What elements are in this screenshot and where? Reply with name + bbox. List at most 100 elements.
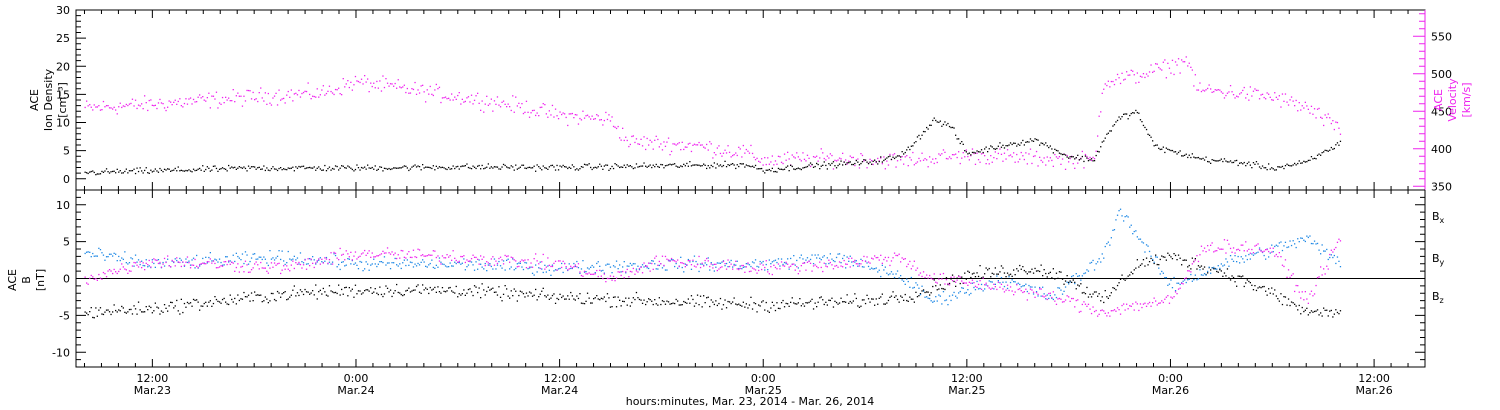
velocity-series-point <box>113 106 115 108</box>
velocity-series-point <box>211 95 213 97</box>
bz-series-point <box>875 257 877 259</box>
y-left-tick-label: 25 <box>56 32 70 45</box>
bx-series-point <box>658 297 660 299</box>
by-series-point <box>515 267 517 270</box>
velocity-series-point <box>264 92 266 94</box>
density-series-point <box>666 164 668 167</box>
bz-series-point <box>234 270 236 272</box>
bz-series-point <box>115 271 117 273</box>
by-series-point <box>970 292 972 295</box>
density-series-point <box>1248 161 1250 163</box>
bx-series-point <box>504 285 506 287</box>
by-series-point <box>1301 237 1303 239</box>
bx-series-point <box>828 299 830 301</box>
bx-series-point <box>1098 293 1100 295</box>
velocity-series-point <box>1167 62 1169 64</box>
by-series-point <box>1008 276 1010 278</box>
velocity-series-point <box>1066 154 1068 157</box>
bx-series-point <box>234 297 236 300</box>
velocity-series-point <box>182 106 184 108</box>
bx-series-point <box>997 273 999 275</box>
velocity-series-point <box>994 151 996 153</box>
bx-series-point <box>929 294 931 296</box>
bx-series-point <box>971 273 974 275</box>
density-series-point <box>793 168 795 170</box>
velocity-series-point <box>536 112 538 114</box>
velocity-series-point <box>895 166 897 168</box>
density-series-point <box>509 167 511 169</box>
velocity-series-point <box>247 89 250 92</box>
density-series-point <box>489 167 491 169</box>
bx-series-point <box>799 298 801 300</box>
density-series-point <box>528 166 531 168</box>
by-series-point <box>365 261 367 263</box>
density-series-point <box>974 152 977 154</box>
bx-series-point <box>927 291 929 293</box>
bx-series-point <box>1058 271 1061 273</box>
by-series-point <box>1207 270 1209 273</box>
by-series-point <box>414 263 416 265</box>
bz-series-point <box>1310 290 1313 292</box>
by-series-point <box>1086 269 1088 271</box>
by-series-point <box>725 262 728 265</box>
velocity-series-point <box>1194 74 1196 76</box>
by-series-point <box>272 257 274 259</box>
bx-series-point <box>707 296 709 298</box>
bz-series-point <box>1254 245 1256 247</box>
bx-series-point <box>551 294 554 297</box>
velocity-series-point <box>800 160 802 162</box>
density-series-point <box>1246 162 1248 165</box>
bz-series-point <box>1258 249 1261 251</box>
bx-series-point <box>1042 275 1044 277</box>
velocity-series-point <box>347 80 349 82</box>
by-series-point <box>997 280 999 282</box>
bx-series-point <box>519 290 521 292</box>
bz-series-point <box>460 255 462 258</box>
velocity-series-point <box>420 85 422 87</box>
bx-series-point <box>654 299 656 301</box>
density-series-point <box>977 151 980 153</box>
velocity-series-point <box>160 102 163 104</box>
bz-series-point <box>556 269 558 271</box>
bz-series-point <box>771 273 773 276</box>
bz-series-point <box>185 261 187 263</box>
bx-series-point <box>516 300 518 302</box>
bz-series-point <box>1190 271 1192 273</box>
velocity-series-point <box>1045 164 1047 166</box>
by-series-point <box>1039 286 1041 289</box>
velocity-series-point <box>1232 94 1235 96</box>
by-series-point <box>565 267 567 269</box>
bx-series-point <box>194 299 196 301</box>
bz-series-point <box>588 272 590 274</box>
by-series-point <box>351 259 353 262</box>
bz-series-point <box>108 269 111 271</box>
by-series-point <box>1173 276 1175 279</box>
by-series-point <box>157 259 160 261</box>
velocity-series-point <box>354 75 357 78</box>
by-series-point <box>163 265 166 267</box>
bx-series-point <box>298 294 300 297</box>
velocity-series-point <box>556 115 558 117</box>
velocity-series-point <box>819 157 821 159</box>
bz-series-point <box>1034 296 1036 298</box>
density-series-point <box>599 163 601 165</box>
by-series-point <box>280 258 282 261</box>
density-series-point <box>296 167 299 169</box>
bz-series-point <box>1078 311 1080 313</box>
density-series-point <box>177 166 179 168</box>
bz-series-point <box>200 263 202 265</box>
bx-series-point <box>270 292 273 295</box>
density-series-point <box>551 164 554 166</box>
by-series-point <box>1229 255 1232 257</box>
by-series-point <box>608 263 610 265</box>
by-series-point <box>926 296 928 298</box>
density-series-point <box>980 149 983 151</box>
bx-series-point <box>675 298 677 301</box>
by-series-point <box>466 266 468 268</box>
density-series-point <box>223 168 225 170</box>
velocity-series-point <box>177 100 179 103</box>
bx-series-point <box>1009 273 1012 275</box>
by-series-point <box>545 271 547 273</box>
by-series-point <box>1251 253 1253 255</box>
velocity-series-point <box>1268 93 1270 95</box>
